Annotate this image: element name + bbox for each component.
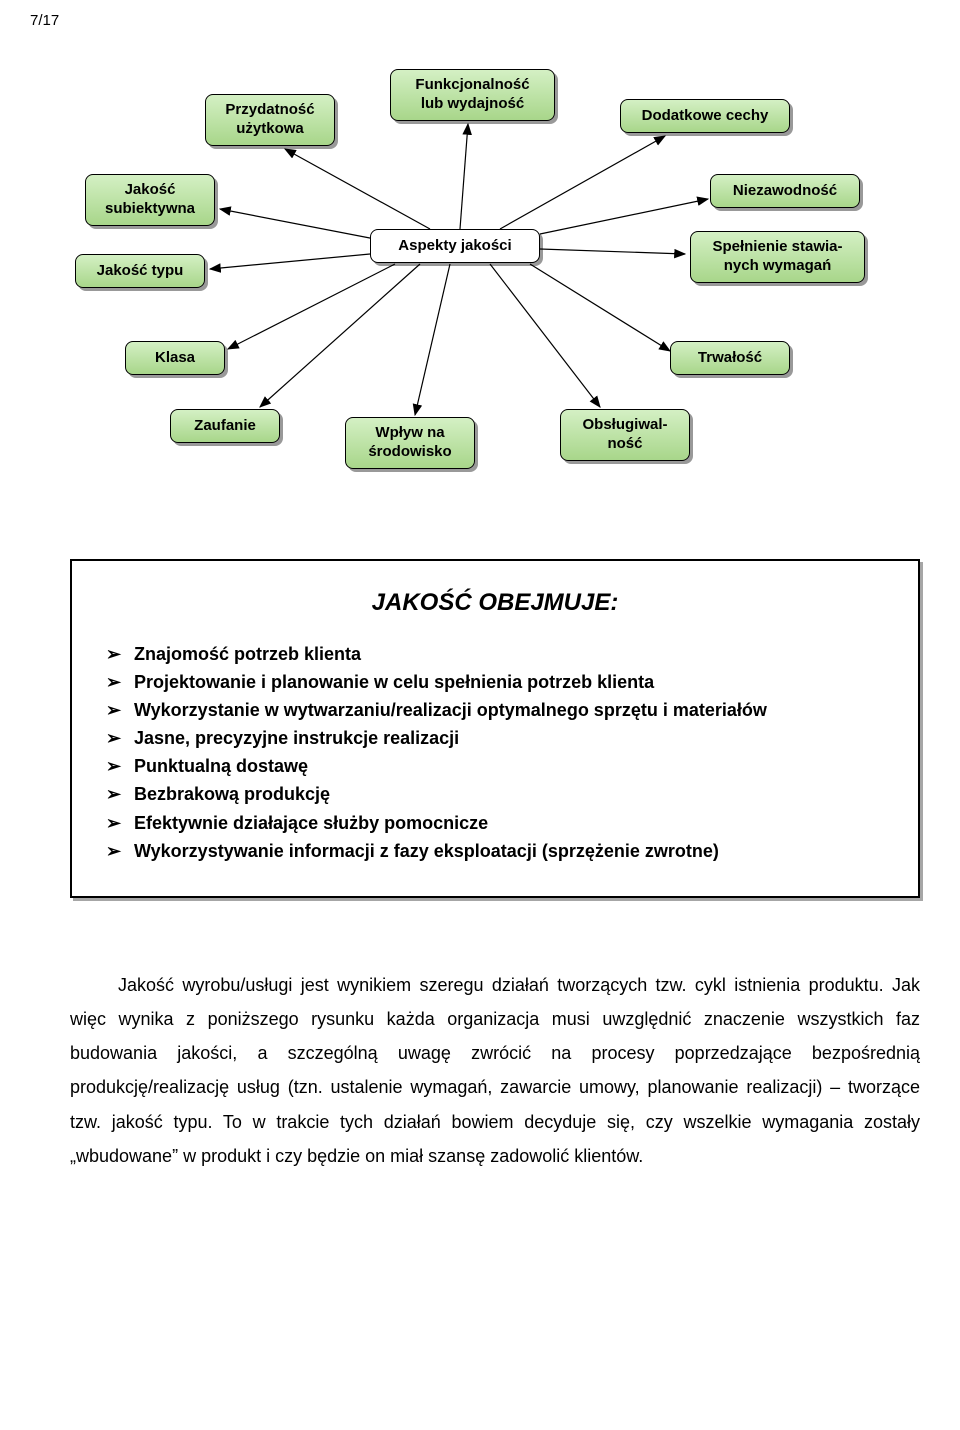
info-list-item: Projektowanie i planowanie w celu spełni… — [106, 669, 884, 695]
diagram-edge — [260, 264, 420, 407]
diagram-node-aspekty: Aspekty jakości — [370, 229, 540, 263]
diagram-edge — [210, 254, 370, 269]
info-list-item: Punktualną dostawę — [106, 753, 884, 779]
diagram-edge — [500, 136, 665, 229]
diagram-edge — [530, 264, 670, 351]
diagram-edge — [540, 199, 708, 234]
diagram-node-zaufanie: Zaufanie — [170, 409, 280, 443]
body-text: Jakość wyrobu/usługi jest wynikiem szere… — [30, 968, 930, 1173]
diagram-node-trwalosc: Trwałość — [670, 341, 790, 375]
diagram-node-klasa: Klasa — [125, 341, 225, 375]
page-number: 7/17 — [30, 0, 930, 49]
diagram-node-spelnienie: Spełnienie stawia-nych wymagań — [690, 231, 865, 283]
diagram-node-typu: Jakość typu — [75, 254, 205, 288]
diagram-node-niezawodnosc: Niezawodność — [710, 174, 860, 208]
info-box-list: Znajomość potrzeb klientaProjektowanie i… — [106, 641, 884, 864]
diagram-node-dodatkowe: Dodatkowe cechy — [620, 99, 790, 133]
info-box-title: JAKOŚĆ OBEJMUJE: — [106, 589, 884, 617]
diagram-edge — [540, 249, 685, 254]
aspects-diagram: Przydatnośćużytkowa Funkcjonalnośćlub wyd… — [30, 69, 930, 499]
body-paragraph: Jakość wyrobu/usługi jest wynikiem szere… — [70, 968, 920, 1173]
info-list-item: Wykorzystywanie informacji z fazy eksplo… — [106, 838, 884, 864]
info-list-item: Efektywnie działające służby pomocnicze — [106, 810, 884, 836]
diagram-edge — [220, 209, 375, 239]
diagram-node-wplyw: Wpływ naśrodowisko — [345, 417, 475, 469]
diagram-edge — [415, 264, 450, 415]
info-list-item: Bezbrakową produkcję — [106, 781, 884, 807]
diagram-edge — [228, 264, 395, 349]
diagram-edge — [285, 149, 430, 229]
diagram-node-subiektywna: Jakośćsubiektywna — [85, 174, 215, 226]
info-box: JAKOŚĆ OBEJMUJE: Znajomość potrzeb klien… — [70, 559, 920, 898]
info-list-item: Jasne, precyzyjne instrukcje realizacji — [106, 725, 884, 751]
info-list-item: Znajomość potrzeb klienta — [106, 641, 884, 667]
diagram-edge — [460, 124, 468, 229]
diagram-node-obslugiwalnosc: Obsługiwal-ność — [560, 409, 690, 461]
info-list-item: Wykorzystanie w wytwarzaniu/realizacji o… — [106, 697, 884, 723]
diagram-node-przydatnosc: Przydatnośćużytkowa — [205, 94, 335, 146]
diagram-edge — [490, 264, 600, 407]
diagram-node-funkcjonalnosc: Funkcjonalnośćlub wydajność — [390, 69, 555, 121]
